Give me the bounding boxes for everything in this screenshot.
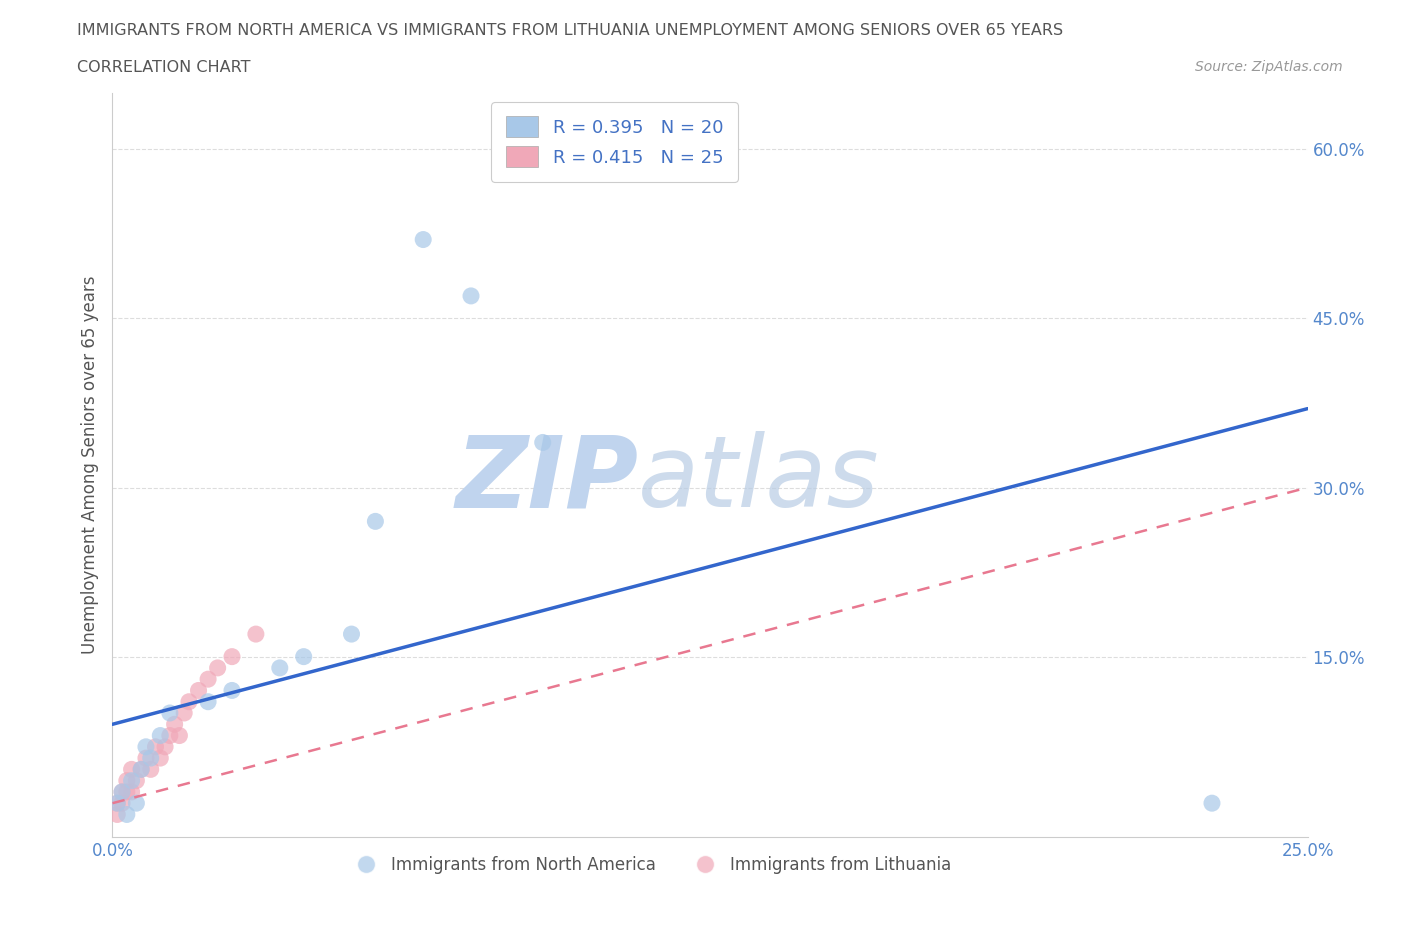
Point — [221, 649, 243, 664]
Point — [1201, 796, 1223, 811]
Point — [149, 728, 172, 743]
Point — [121, 773, 143, 788]
Point — [105, 796, 128, 811]
Point — [269, 660, 291, 675]
Point — [163, 717, 186, 732]
Point — [145, 739, 167, 754]
Point — [412, 232, 434, 247]
Point — [159, 706, 181, 721]
Point — [173, 706, 195, 721]
Point — [129, 762, 152, 777]
Text: atlas: atlas — [638, 432, 880, 528]
Point — [460, 288, 482, 303]
Point — [197, 695, 219, 710]
Text: IMMIGRANTS FROM NORTH AMERICA VS IMMIGRANTS FROM LITHUANIA UNEMPLOYMENT AMONG SE: IMMIGRANTS FROM NORTH AMERICA VS IMMIGRA… — [77, 23, 1063, 38]
Text: CORRELATION CHART: CORRELATION CHART — [77, 60, 250, 75]
Point — [125, 796, 148, 811]
Point — [177, 695, 200, 710]
Point — [125, 773, 148, 788]
Point — [139, 762, 162, 777]
Y-axis label: Unemployment Among Seniors over 65 years: Unemployment Among Seniors over 65 years — [80, 276, 98, 654]
Point — [364, 514, 387, 529]
Point — [187, 683, 209, 698]
Point — [153, 739, 176, 754]
Point — [149, 751, 172, 765]
Point — [292, 649, 315, 664]
Point — [207, 660, 229, 675]
Text: ZIP: ZIP — [456, 432, 638, 528]
Point — [121, 785, 143, 800]
Point — [105, 796, 128, 811]
Point — [121, 762, 143, 777]
Point — [129, 762, 152, 777]
Point — [111, 796, 134, 811]
Legend: Immigrants from North America, Immigrants from Lithuania: Immigrants from North America, Immigrant… — [342, 849, 959, 881]
Point — [340, 627, 363, 642]
Text: Source: ZipAtlas.com: Source: ZipAtlas.com — [1195, 60, 1343, 74]
Point — [115, 773, 138, 788]
Point — [115, 785, 138, 800]
Point — [111, 785, 134, 800]
Point — [531, 435, 554, 450]
Point — [245, 627, 267, 642]
Point — [197, 671, 219, 686]
Point — [111, 785, 134, 800]
Point — [135, 751, 157, 765]
Point — [169, 728, 191, 743]
Point — [115, 807, 138, 822]
Point — [159, 728, 181, 743]
Point — [139, 751, 162, 765]
Point — [221, 683, 243, 698]
Point — [105, 807, 128, 822]
Point — [135, 739, 157, 754]
